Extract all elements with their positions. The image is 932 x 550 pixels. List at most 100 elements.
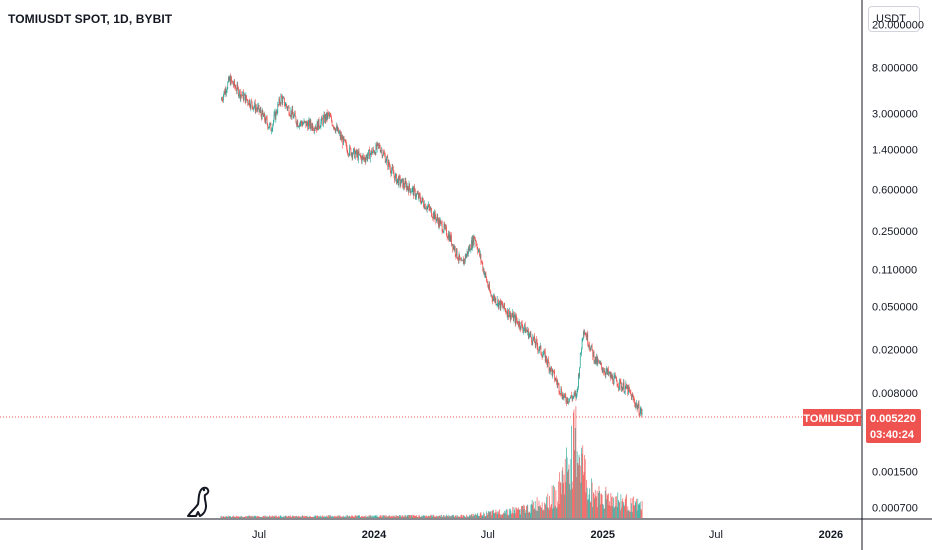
volume-bar (331, 515, 333, 518)
volume-bar (268, 516, 270, 518)
volume-bar (432, 515, 434, 518)
candle-body (291, 109, 293, 117)
volume-bar (489, 511, 491, 518)
volume-bar (571, 481, 573, 518)
candle-body (227, 82, 229, 89)
candle-body (477, 248, 479, 253)
volume-bar (604, 508, 606, 518)
candle-body (236, 90, 237, 92)
candle-body (484, 274, 485, 276)
volume-bar (383, 515, 385, 518)
volume-bar (499, 509, 501, 518)
candle-body (224, 91, 225, 95)
volume-bar (222, 516, 224, 518)
candle-body (469, 245, 471, 251)
volume-bar (323, 515, 325, 518)
volume-bar (436, 517, 438, 518)
volume-bar (589, 488, 591, 518)
volume-bar (236, 516, 238, 518)
candle-body (321, 116, 322, 122)
candle-body (304, 121, 306, 123)
chart-title: TOMIUSDT SPOT, 1D, BYBIT (8, 12, 173, 26)
volume-bar (272, 516, 274, 518)
volume-bar (598, 486, 600, 518)
candle-body (572, 396, 574, 400)
volume-bar (406, 516, 407, 518)
candle-body (294, 113, 296, 117)
candle-body (539, 346, 540, 350)
candle-body (375, 144, 377, 155)
volume-bar (531, 499, 533, 518)
volume-bar (567, 469, 569, 518)
volume-bar (391, 516, 392, 518)
volume-bar (599, 504, 601, 518)
volume-bar (459, 516, 461, 518)
volume-bar (277, 516, 279, 518)
tradingview-dino-logo[interactable] (184, 484, 218, 520)
volume-bar (314, 515, 316, 518)
volume-bar (602, 503, 604, 518)
candle-body (481, 261, 482, 263)
candle-body (443, 231, 444, 233)
candle-body (444, 224, 445, 228)
candle-body (435, 217, 437, 222)
volume-bar (567, 471, 569, 518)
candle-body (341, 134, 342, 140)
candle-body (358, 151, 359, 160)
volume-bar (550, 505, 552, 518)
volume-bars (220, 406, 643, 518)
candle-body (486, 276, 487, 282)
volume-bar (629, 512, 631, 518)
volume-bar (627, 506, 629, 518)
candle-body (428, 204, 429, 207)
currency-unit-button[interactable]: USDT (868, 6, 920, 32)
volume-bar (267, 517, 269, 518)
candle-body (578, 374, 580, 377)
volume-bar (522, 505, 524, 518)
volume-bar (564, 458, 566, 518)
volume-bar (413, 515, 415, 518)
price-tick-label: 1.400000 (872, 145, 918, 157)
candle-body (395, 174, 397, 176)
candle-body (538, 349, 540, 351)
volume-bar (391, 515, 393, 518)
volume-bar (547, 493, 549, 518)
candle-body (314, 128, 315, 131)
volume-bar (577, 465, 579, 518)
candle-body (576, 389, 578, 394)
volume-bar (276, 515, 277, 518)
volume-bar (339, 515, 341, 518)
volume-bar (609, 506, 611, 518)
volume-bar (377, 516, 379, 518)
volume-bar (487, 511, 489, 518)
volume-bar (516, 508, 517, 518)
candle-body (594, 361, 595, 363)
candle-body (515, 316, 517, 324)
volume-bar (533, 509, 535, 518)
volume-bar (227, 515, 229, 518)
volume-bar (637, 498, 639, 518)
volume-bar (638, 504, 640, 518)
candle-body (414, 189, 416, 198)
volume-bar (515, 507, 517, 518)
candle-body (359, 154, 361, 157)
candle-body (343, 136, 344, 145)
price-tick-label: 8.000000 (872, 63, 918, 75)
volume-bar (618, 501, 620, 518)
volume-bar (479, 512, 481, 518)
volume-bar (411, 515, 412, 518)
candle-body (299, 123, 300, 127)
candle-body (454, 247, 455, 250)
time-axis-labels: Jul 2024 Jul 2025 Jul 2026 (252, 529, 843, 541)
volume-bar (379, 515, 381, 518)
candle-body (453, 245, 454, 250)
volume-bar (597, 492, 599, 518)
price-tick-label: 20.000000 (872, 19, 924, 31)
candle-body (309, 119, 310, 128)
volume-bar (502, 514, 504, 518)
volume-bar (431, 515, 432, 518)
candle-body (461, 260, 462, 262)
volume-bar (590, 502, 592, 518)
volume-bar (224, 516, 226, 518)
